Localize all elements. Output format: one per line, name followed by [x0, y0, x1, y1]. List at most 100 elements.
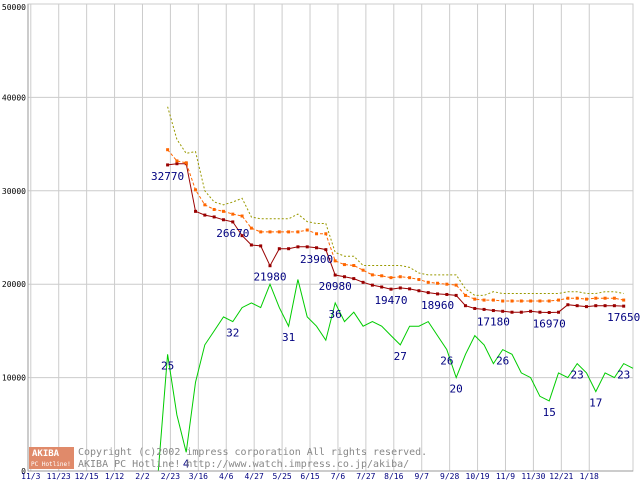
series-min-point	[315, 246, 319, 250]
y-tick-label: 50000	[2, 3, 26, 12]
x-tick-label: 7/6	[331, 472, 346, 480]
series-lines	[28, 106, 634, 472]
data-label-min: 32770	[151, 170, 184, 183]
y-tick-label: 10000	[2, 374, 26, 383]
series-min-point	[277, 247, 281, 251]
data-label-min: 20980	[319, 280, 352, 293]
series-average-point	[342, 263, 346, 267]
series-average-point	[519, 299, 523, 303]
series-min-point	[389, 287, 393, 291]
series-min-point	[324, 248, 328, 252]
series-average-point	[547, 299, 551, 303]
series-average-point	[445, 282, 449, 286]
series-average-point	[352, 264, 356, 268]
series-min-point	[249, 243, 253, 247]
series-average-point	[603, 296, 607, 300]
series-min-point	[566, 303, 570, 307]
series-min-point	[603, 304, 607, 308]
x-tick-label: 4/6	[219, 472, 234, 480]
series-min-point	[622, 304, 626, 308]
x-tick-label: 11/9	[496, 472, 515, 480]
x-tick-label: 9/28	[440, 472, 459, 480]
y-tick-label: 40000	[2, 93, 26, 102]
series-average-point	[324, 232, 328, 236]
data-label-min: 17650	[607, 311, 640, 324]
x-tick-label: 7/27	[356, 472, 375, 480]
x-tick-label: 6/15	[300, 472, 319, 480]
series-average-point	[538, 299, 542, 303]
series-min-point	[463, 304, 467, 308]
series-average-point	[436, 281, 440, 285]
series-min-point	[342, 275, 346, 279]
series-average-point	[557, 298, 561, 302]
series-average-point	[203, 203, 207, 207]
series-min-point	[519, 310, 523, 314]
x-tick-label: 12/21	[549, 472, 573, 480]
series-average-point	[408, 276, 412, 280]
data-label-shops: 15	[543, 406, 556, 419]
series-average-point	[594, 296, 598, 300]
data-label-min: 23900	[300, 253, 333, 266]
series-average-point	[501, 299, 505, 303]
series-average-point	[482, 298, 486, 302]
data-label-min: 16970	[533, 318, 566, 331]
series-average-point	[380, 274, 384, 278]
series-min-point	[529, 309, 533, 313]
series-average-point	[175, 159, 179, 163]
series-average-point	[417, 278, 421, 282]
data-label-shops: 23	[571, 369, 584, 382]
x-tick-label: 1/18	[580, 472, 599, 480]
x-tick-label: 11/3	[21, 472, 40, 480]
copyright-text: Copyright (c)2002 impress corporation Al…	[78, 447, 427, 458]
data-label-min: 26670	[216, 227, 249, 240]
series-min-point	[454, 293, 458, 297]
series-min-point	[426, 291, 430, 295]
series-average-point	[240, 214, 244, 218]
series-min-point	[408, 287, 412, 291]
series-min-point	[370, 283, 374, 287]
logo-box	[29, 447, 74, 469]
series-min-point	[612, 304, 616, 308]
data-label-shops: 4	[183, 457, 190, 470]
data-label-min: 17180	[477, 316, 510, 329]
series-min-point	[491, 309, 495, 313]
series-average-point	[166, 148, 170, 152]
grid	[27, 3, 634, 472]
series-average-point	[612, 296, 616, 300]
series-min-point	[547, 311, 551, 315]
series-average-point	[259, 230, 263, 234]
series-min-point	[175, 162, 179, 166]
series-average-point	[249, 226, 253, 230]
series-min-point	[380, 285, 384, 289]
series-average-point	[361, 268, 365, 272]
y-tick-label: 20000	[2, 280, 26, 289]
series-min-point	[194, 209, 198, 213]
series-average-point	[529, 299, 533, 303]
series-min-point	[575, 304, 579, 308]
x-tick-label: 5/25	[272, 472, 291, 480]
series-average-point	[305, 228, 309, 232]
data-label-shops: 23	[617, 369, 630, 382]
series-min-point	[212, 215, 216, 219]
series-average-point	[566, 296, 570, 300]
series-min-point	[473, 306, 477, 310]
series-min-point	[352, 277, 356, 281]
data-label-shops: 25	[161, 359, 174, 372]
series-min-point	[166, 163, 170, 167]
series-min-point	[398, 286, 402, 290]
x-axis: 11/3 11/23 12/15 1/12 2/2 2/23 3/16 4/6 4/27 5/25…	[21, 470, 633, 481]
logo-line2: PC Hotline!	[31, 461, 71, 468]
series-min-point	[296, 245, 300, 249]
series-min-point	[501, 309, 505, 313]
logo-line1: AKIBA	[32, 449, 60, 459]
data-label-shops: 31	[282, 331, 295, 344]
series-average-point	[268, 230, 272, 234]
series-average-point	[221, 209, 225, 213]
series-min-point	[445, 292, 449, 296]
data-label-min: 21980	[253, 271, 286, 284]
series-average-point	[463, 293, 467, 297]
series-min-point	[361, 280, 365, 284]
x-tick-label: 8/16	[384, 472, 403, 480]
series-average-point	[370, 273, 374, 277]
